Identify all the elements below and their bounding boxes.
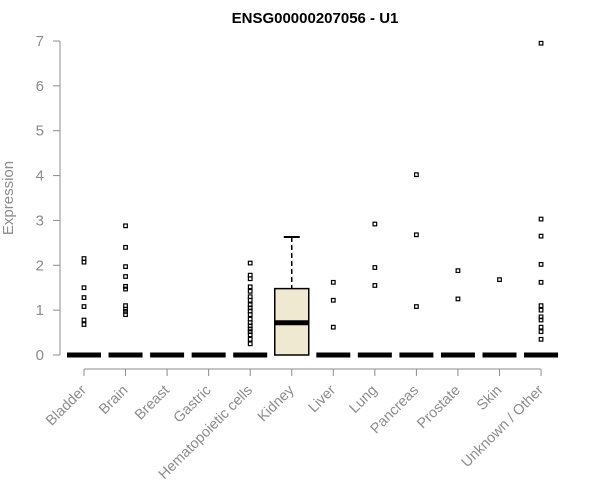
outlier-point	[538, 303, 544, 309]
outlier-point	[455, 296, 461, 302]
outlier-point	[247, 336, 253, 342]
outlier-point	[414, 304, 419, 309]
outlier-point	[247, 312, 253, 318]
x-tick-label: Breast	[132, 383, 173, 424]
outlier-point	[81, 304, 87, 309]
box-group	[399, 172, 434, 358]
outlier-point	[81, 285, 87, 291]
box-group	[233, 260, 268, 358]
outlier-point	[538, 336, 544, 342]
outlier-point	[247, 341, 253, 347]
x-tick-label: Brain	[96, 383, 131, 418]
outlier-point	[123, 244, 128, 250]
outlier-point	[538, 261, 544, 267]
outlier-point	[538, 233, 544, 239]
y-tick-label: 1	[36, 302, 44, 319]
y-tick-label: 7	[36, 33, 44, 50]
outlier-point	[81, 295, 87, 300]
x-tick-label: Liver	[306, 382, 340, 416]
outlier-point	[372, 283, 378, 288]
outlier-point	[330, 324, 336, 330]
outlier-point	[247, 260, 253, 266]
outlier-point	[497, 277, 502, 283]
outlier-point	[538, 40, 544, 46]
y-tick-label: 3	[36, 212, 44, 229]
outlier-point	[247, 288, 253, 294]
y-tick-label: 6	[36, 78, 44, 95]
box-group	[67, 256, 101, 358]
y-tick-label: 0	[36, 347, 44, 364]
outlier-point	[81, 317, 87, 323]
x-tick-label: Kidney	[255, 382, 298, 425]
outlier-point	[538, 317, 544, 323]
y-tick-label: 5	[36, 123, 44, 140]
chart-title: ENSG00000207056 - U1	[232, 10, 399, 27]
x-tick-label: Bladder	[43, 382, 90, 429]
outlier-point	[247, 332, 253, 338]
y-tick-label: 4	[36, 168, 44, 185]
outlier-point	[81, 259, 87, 265]
outlier-point	[538, 307, 544, 313]
box-group	[524, 40, 559, 358]
outlier-point	[247, 276, 253, 282]
outlier-point	[123, 312, 128, 318]
box-group	[108, 223, 143, 358]
outlier-point	[81, 322, 87, 327]
outlier-point	[330, 279, 336, 285]
y-axis: 0 1 2 3 4 5 6 7	[36, 33, 61, 364]
box-group	[357, 221, 392, 358]
x-tick-label: Prostate	[414, 383, 463, 432]
outlier-point	[414, 232, 419, 238]
y-tick-label: 2	[36, 257, 44, 274]
x-tick-label: Skin	[474, 383, 505, 414]
box-group	[482, 277, 517, 358]
outlier-point	[330, 297, 336, 303]
x-tick-label: Lung	[347, 383, 381, 417]
box-group	[316, 279, 351, 358]
outlier-point	[372, 221, 378, 227]
outlier-point	[414, 172, 419, 178]
box-group	[274, 236, 310, 356]
outlier-point	[538, 279, 544, 285]
outlier-point	[123, 274, 128, 279]
outlier-point	[455, 268, 461, 274]
outlier-point	[123, 286, 128, 292]
outlier-point	[538, 324, 544, 330]
outlier-point	[538, 216, 544, 222]
outlier-point	[247, 297, 253, 303]
box-group	[440, 268, 475, 358]
outlier-point	[123, 283, 128, 289]
outlier-point	[123, 264, 128, 270]
plot-area	[67, 40, 559, 358]
outlier-point	[247, 284, 253, 290]
outlier-point	[538, 329, 544, 335]
outlier-point	[372, 265, 378, 270]
outlier-point	[247, 326, 253, 332]
outlier-point	[123, 223, 128, 229]
y-axis-label: Expression	[0, 161, 17, 235]
